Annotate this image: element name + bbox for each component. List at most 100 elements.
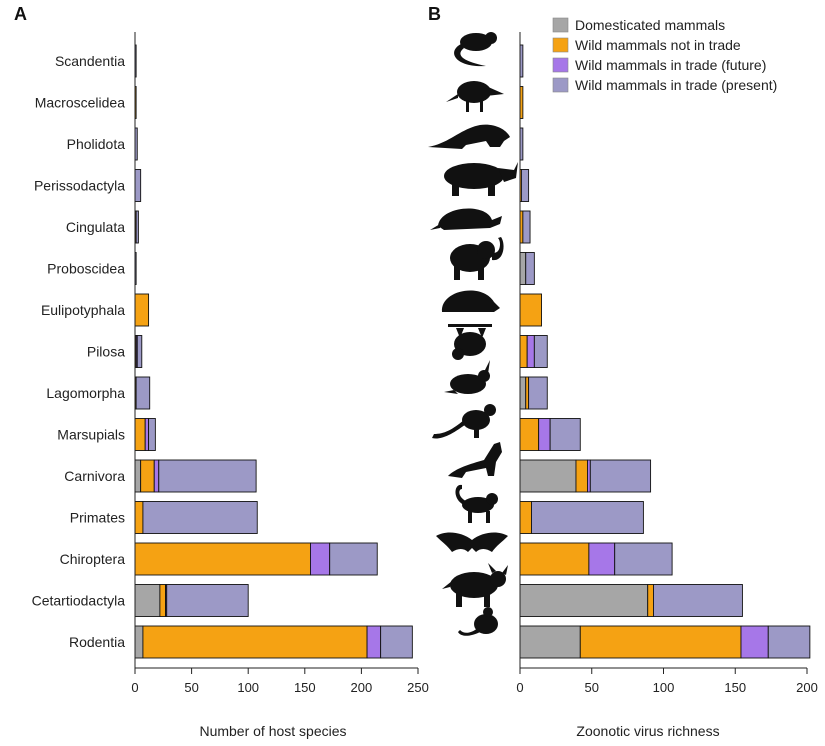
x-tick-label: 200 <box>796 680 818 695</box>
animal-silhouettes <box>428 32 518 636</box>
bar-segment <box>519 625 581 659</box>
bar-segment <box>519 293 542 327</box>
panel-b-bars <box>519 44 811 659</box>
legend-swatch <box>552 77 569 93</box>
legend-entry: Wild mammals in trade (present) <box>575 77 777 93</box>
x-tick-label: 150 <box>724 680 746 695</box>
bar-segment <box>135 376 151 410</box>
bar-segment <box>148 418 156 451</box>
panel-a-x-axis: 0 50 100 150 200 250 <box>131 32 429 695</box>
bar-segment <box>522 210 531 244</box>
x-tick-label: 200 <box>351 680 373 695</box>
bar-segment <box>142 501 258 534</box>
panel-a-x-axis-label: Number of host species <box>199 723 346 739</box>
category-labels: Scandentia Macroscelidea Pholidota Perissod… <box>32 53 126 650</box>
bar-segment <box>142 625 368 659</box>
category-label: Chiroptera <box>60 551 126 567</box>
armadillo-icon <box>430 208 502 230</box>
bar-segment <box>144 418 150 451</box>
bar-segment <box>538 418 551 451</box>
tree-shrew-icon <box>454 32 497 67</box>
legend-swatch <box>552 57 569 73</box>
bar-segment <box>140 459 155 493</box>
bar-segment <box>158 459 257 493</box>
bat-icon <box>436 532 508 552</box>
x-tick-label: 0 <box>516 680 523 695</box>
bar-segment <box>136 335 143 368</box>
bar-segment <box>366 625 382 659</box>
panel-a-label: A <box>14 4 27 24</box>
bar-segment <box>520 169 530 202</box>
category-label: Lagomorpha <box>46 385 125 401</box>
bar-segment <box>533 335 548 368</box>
panel-b-label: B <box>428 4 441 24</box>
bar-segment <box>134 542 311 576</box>
bar-segment <box>653 584 743 617</box>
bar-segment <box>134 169 142 202</box>
bar-segment <box>166 584 249 617</box>
bar-segment <box>589 459 652 493</box>
x-tick-label: 150 <box>294 680 316 695</box>
bar-segment <box>526 335 535 368</box>
bar-segment <box>153 459 160 493</box>
sloth-icon <box>448 324 492 360</box>
x-tick-label: 100 <box>653 680 675 695</box>
bar-segment <box>134 418 146 451</box>
rabbit-icon <box>444 360 490 394</box>
legend-swatch <box>552 17 569 33</box>
x-tick-label: 50 <box>585 680 599 695</box>
elephant-icon <box>450 237 504 280</box>
bar-segment <box>134 584 161 617</box>
category-label: Eulipotyphala <box>41 302 125 318</box>
category-label: Perissodactyla <box>34 178 125 194</box>
bar-segment <box>525 252 535 285</box>
bar-segment <box>310 542 331 576</box>
bar-segment <box>519 335 528 368</box>
legend-entry: Wild mammals in trade (future) <box>575 57 766 73</box>
category-label: Proboscidea <box>47 261 125 277</box>
bar-segment <box>135 210 139 244</box>
category-label: Primates <box>70 510 125 526</box>
elephant-shrew-icon <box>446 81 504 112</box>
panel-a-bars <box>134 44 413 659</box>
bar-segment <box>380 625 413 659</box>
category-label: Pholidota <box>67 136 126 152</box>
bar-segment <box>614 542 673 576</box>
bar-segment <box>134 501 144 534</box>
legend-swatch <box>552 37 569 53</box>
panel-b-x-axis: 0 50 100 150 200 <box>516 32 818 695</box>
bar-segment <box>647 584 654 617</box>
kangaroo-icon <box>432 404 496 439</box>
rhinoceros-icon <box>444 162 518 196</box>
bar-segment <box>134 459 142 493</box>
bar-segment <box>528 376 548 410</box>
monkey-icon <box>455 484 498 523</box>
bar-segment <box>519 542 590 576</box>
bar-segment <box>575 459 588 493</box>
bar-segment <box>519 501 532 534</box>
bar-segment <box>159 584 167 617</box>
bar-segment <box>519 376 527 410</box>
bar-segment <box>134 625 144 659</box>
category-label: Carnivora <box>64 468 125 484</box>
bar-segment <box>588 542 616 576</box>
category-label: Rodentia <box>69 634 125 650</box>
bar-segment <box>740 625 769 659</box>
bar-segment <box>767 625 811 659</box>
category-label: Marsupials <box>57 427 125 443</box>
category-label: Cetartiodactyla <box>32 593 126 609</box>
wolf-icon <box>448 442 502 478</box>
category-label: Cingulata <box>66 219 125 235</box>
category-label: Scandentia <box>55 53 125 69</box>
x-tick-label: 0 <box>131 680 138 695</box>
x-tick-label: 250 <box>407 680 429 695</box>
bar-segment <box>134 293 150 327</box>
bar-segment <box>329 542 378 576</box>
bar-segment <box>531 501 644 534</box>
legend: Domesticated mammals Wild mammals not in … <box>552 17 777 93</box>
x-tick-label: 100 <box>237 680 259 695</box>
rat-icon <box>458 607 498 636</box>
bar-segment <box>549 418 581 451</box>
bar-segment <box>579 625 742 659</box>
bar-segment <box>519 252 527 285</box>
